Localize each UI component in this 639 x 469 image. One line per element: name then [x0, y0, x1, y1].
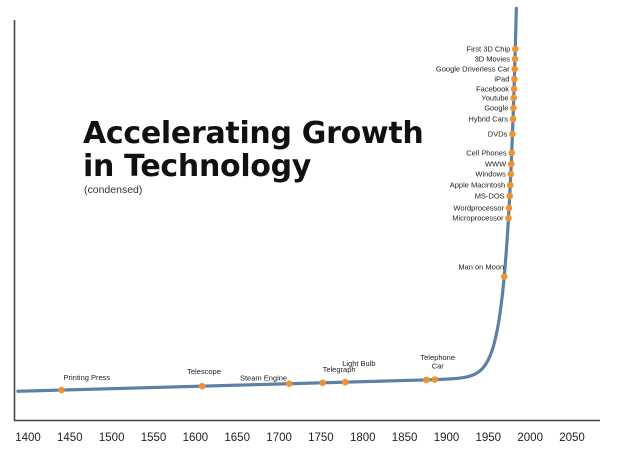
event-label: Apple Macintosh	[450, 181, 505, 190]
event-label: Steam Engine	[240, 374, 287, 383]
event-marker	[431, 376, 439, 383]
event-label: Youtube	[481, 94, 508, 103]
x-tick-label: 1850	[392, 432, 418, 444]
event-label: First 3D Chip	[467, 45, 511, 54]
x-tick-label: 1900	[434, 432, 460, 444]
event-label: Cell Phones	[466, 149, 507, 158]
chart-axes	[13, 20, 600, 422]
event-label: Man on Moon	[458, 263, 504, 272]
x-tick-label: 1450	[57, 432, 83, 444]
x-tick-label: 1950	[476, 432, 502, 444]
event-labels: Printing Press Telescope Steam Engine Teleg…	[64, 45, 511, 383]
event-marker	[511, 65, 518, 73]
event-marker	[506, 181, 514, 189]
event-markers	[58, 45, 519, 394]
event-marker	[341, 378, 349, 386]
event-label: MS-DOS	[475, 192, 505, 201]
event-marker	[510, 94, 518, 102]
event-label: Light Bulb	[342, 359, 375, 368]
event-marker	[423, 376, 430, 384]
event-marker	[508, 149, 515, 157]
event-label: Google	[484, 104, 508, 113]
event-label: Wordprocessor	[453, 204, 504, 213]
x-tick-label: 1600	[183, 432, 209, 444]
chart-subtitle: (condensed)	[84, 184, 143, 196]
event-label: Printing Press	[64, 373, 111, 382]
x-tick-label: 1750	[308, 432, 334, 444]
event-label: Car	[432, 362, 445, 371]
event-marker	[505, 214, 512, 222]
event-label: Microprocessor	[452, 214, 504, 223]
event-marker	[509, 130, 516, 138]
event-label: Telescope	[187, 367, 221, 376]
event-label: DVDs	[488, 130, 508, 139]
x-tick-label: 1550	[141, 432, 167, 444]
event-marker	[511, 75, 518, 83]
event-marker	[319, 379, 326, 387]
event-marker	[500, 273, 508, 280]
event-marker	[511, 55, 519, 63]
x-tick-label: 1400	[15, 432, 41, 444]
event-marker	[509, 115, 517, 123]
event-label: Telephone	[420, 353, 455, 362]
event-label: Windows	[475, 170, 506, 179]
event-marker	[510, 85, 518, 93]
chart-title-line2: in Technology	[83, 149, 312, 184]
event-marker	[507, 160, 515, 168]
event-label: Hybrid Cars	[468, 115, 508, 124]
event-marker	[507, 170, 515, 178]
event-label: Telegraph	[323, 365, 356, 374]
x-tick-label: 1650	[224, 432, 250, 444]
event-marker	[510, 104, 517, 112]
event-label: 3D Movies	[475, 55, 511, 64]
event-marker	[506, 192, 513, 200]
event-marker	[58, 386, 65, 394]
event-label: Google Driverless Car	[436, 65, 510, 74]
x-tick-label: 1500	[99, 432, 125, 444]
x-tick-label: 2050	[559, 432, 585, 444]
event-marker	[285, 380, 293, 388]
x-tick-label: 2000	[517, 432, 543, 444]
event-label: Facebook	[476, 85, 509, 94]
x-tick-label: 1800	[350, 432, 376, 444]
chart-title-line1: Accelerating Growth	[83, 116, 424, 151]
x-tick-label: 1700	[266, 432, 292, 444]
event-label: WWW	[485, 160, 507, 169]
x-axis-ticks: 1400 1450 1500 1550 1600 1650 1700 1750 1800 1850…	[15, 432, 585, 444]
event-marker	[511, 45, 519, 53]
event-marker	[198, 382, 206, 390]
event-marker	[505, 204, 513, 212]
event-label: iPad	[494, 75, 509, 84]
